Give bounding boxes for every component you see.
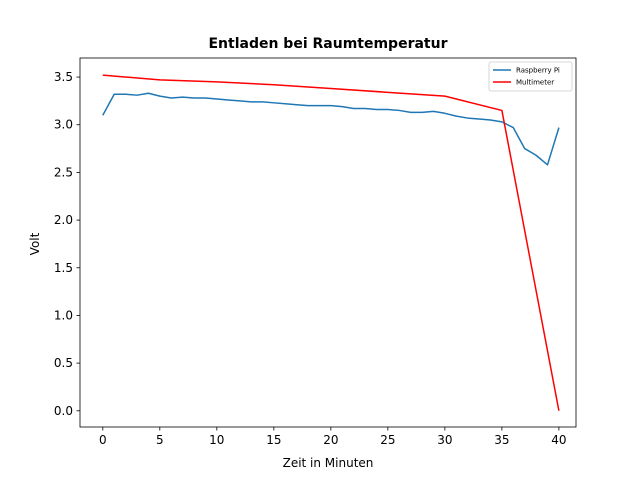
x-tick-label: 20 bbox=[323, 433, 338, 447]
y-axis-label: Volt bbox=[28, 232, 42, 255]
y-tick-label: 3.0 bbox=[54, 118, 73, 132]
y-tick-label: 0.5 bbox=[54, 356, 73, 370]
plot-area: 0 5 10 15 20 25 30 35 40 0.0 0.5 1.0 1.5 2.0 2.5 3.0 3.5 bbox=[54, 57, 577, 447]
y-tick-label: 1.5 bbox=[54, 261, 73, 275]
series-line-multimeter bbox=[102, 74, 560, 411]
series-line-raspberry-pi bbox=[102, 92, 560, 166]
legend-label-raspberry-pi: Raspberry Pi bbox=[516, 67, 560, 75]
y-tick-label: 1.0 bbox=[54, 308, 73, 322]
chart-title: Entladen bei Raumtemperatur bbox=[208, 36, 447, 52]
y-tick-label: 3.5 bbox=[54, 70, 73, 84]
x-tick-label: 10 bbox=[209, 433, 224, 447]
x-axis-label: Zeit in Minuten bbox=[283, 456, 374, 470]
x-tick-label: 40 bbox=[551, 433, 566, 447]
x-tick-label: 0 bbox=[99, 433, 107, 447]
y-tick-label: 0.0 bbox=[54, 404, 73, 418]
x-tick-label: 25 bbox=[380, 433, 395, 447]
legend: Raspberry Pi Multimeter bbox=[488, 61, 573, 92]
y-tick-label: 2.5 bbox=[54, 165, 73, 179]
x-tick-label: 35 bbox=[494, 433, 509, 447]
x-tick-label: 15 bbox=[266, 433, 281, 447]
x-tick-label: 5 bbox=[156, 433, 164, 447]
y-tick-label: 2.0 bbox=[54, 213, 73, 227]
x-tick-label: 30 bbox=[437, 433, 452, 447]
axes-frame bbox=[79, 57, 577, 428]
legend-label-multimeter: Multimeter bbox=[516, 79, 554, 87]
